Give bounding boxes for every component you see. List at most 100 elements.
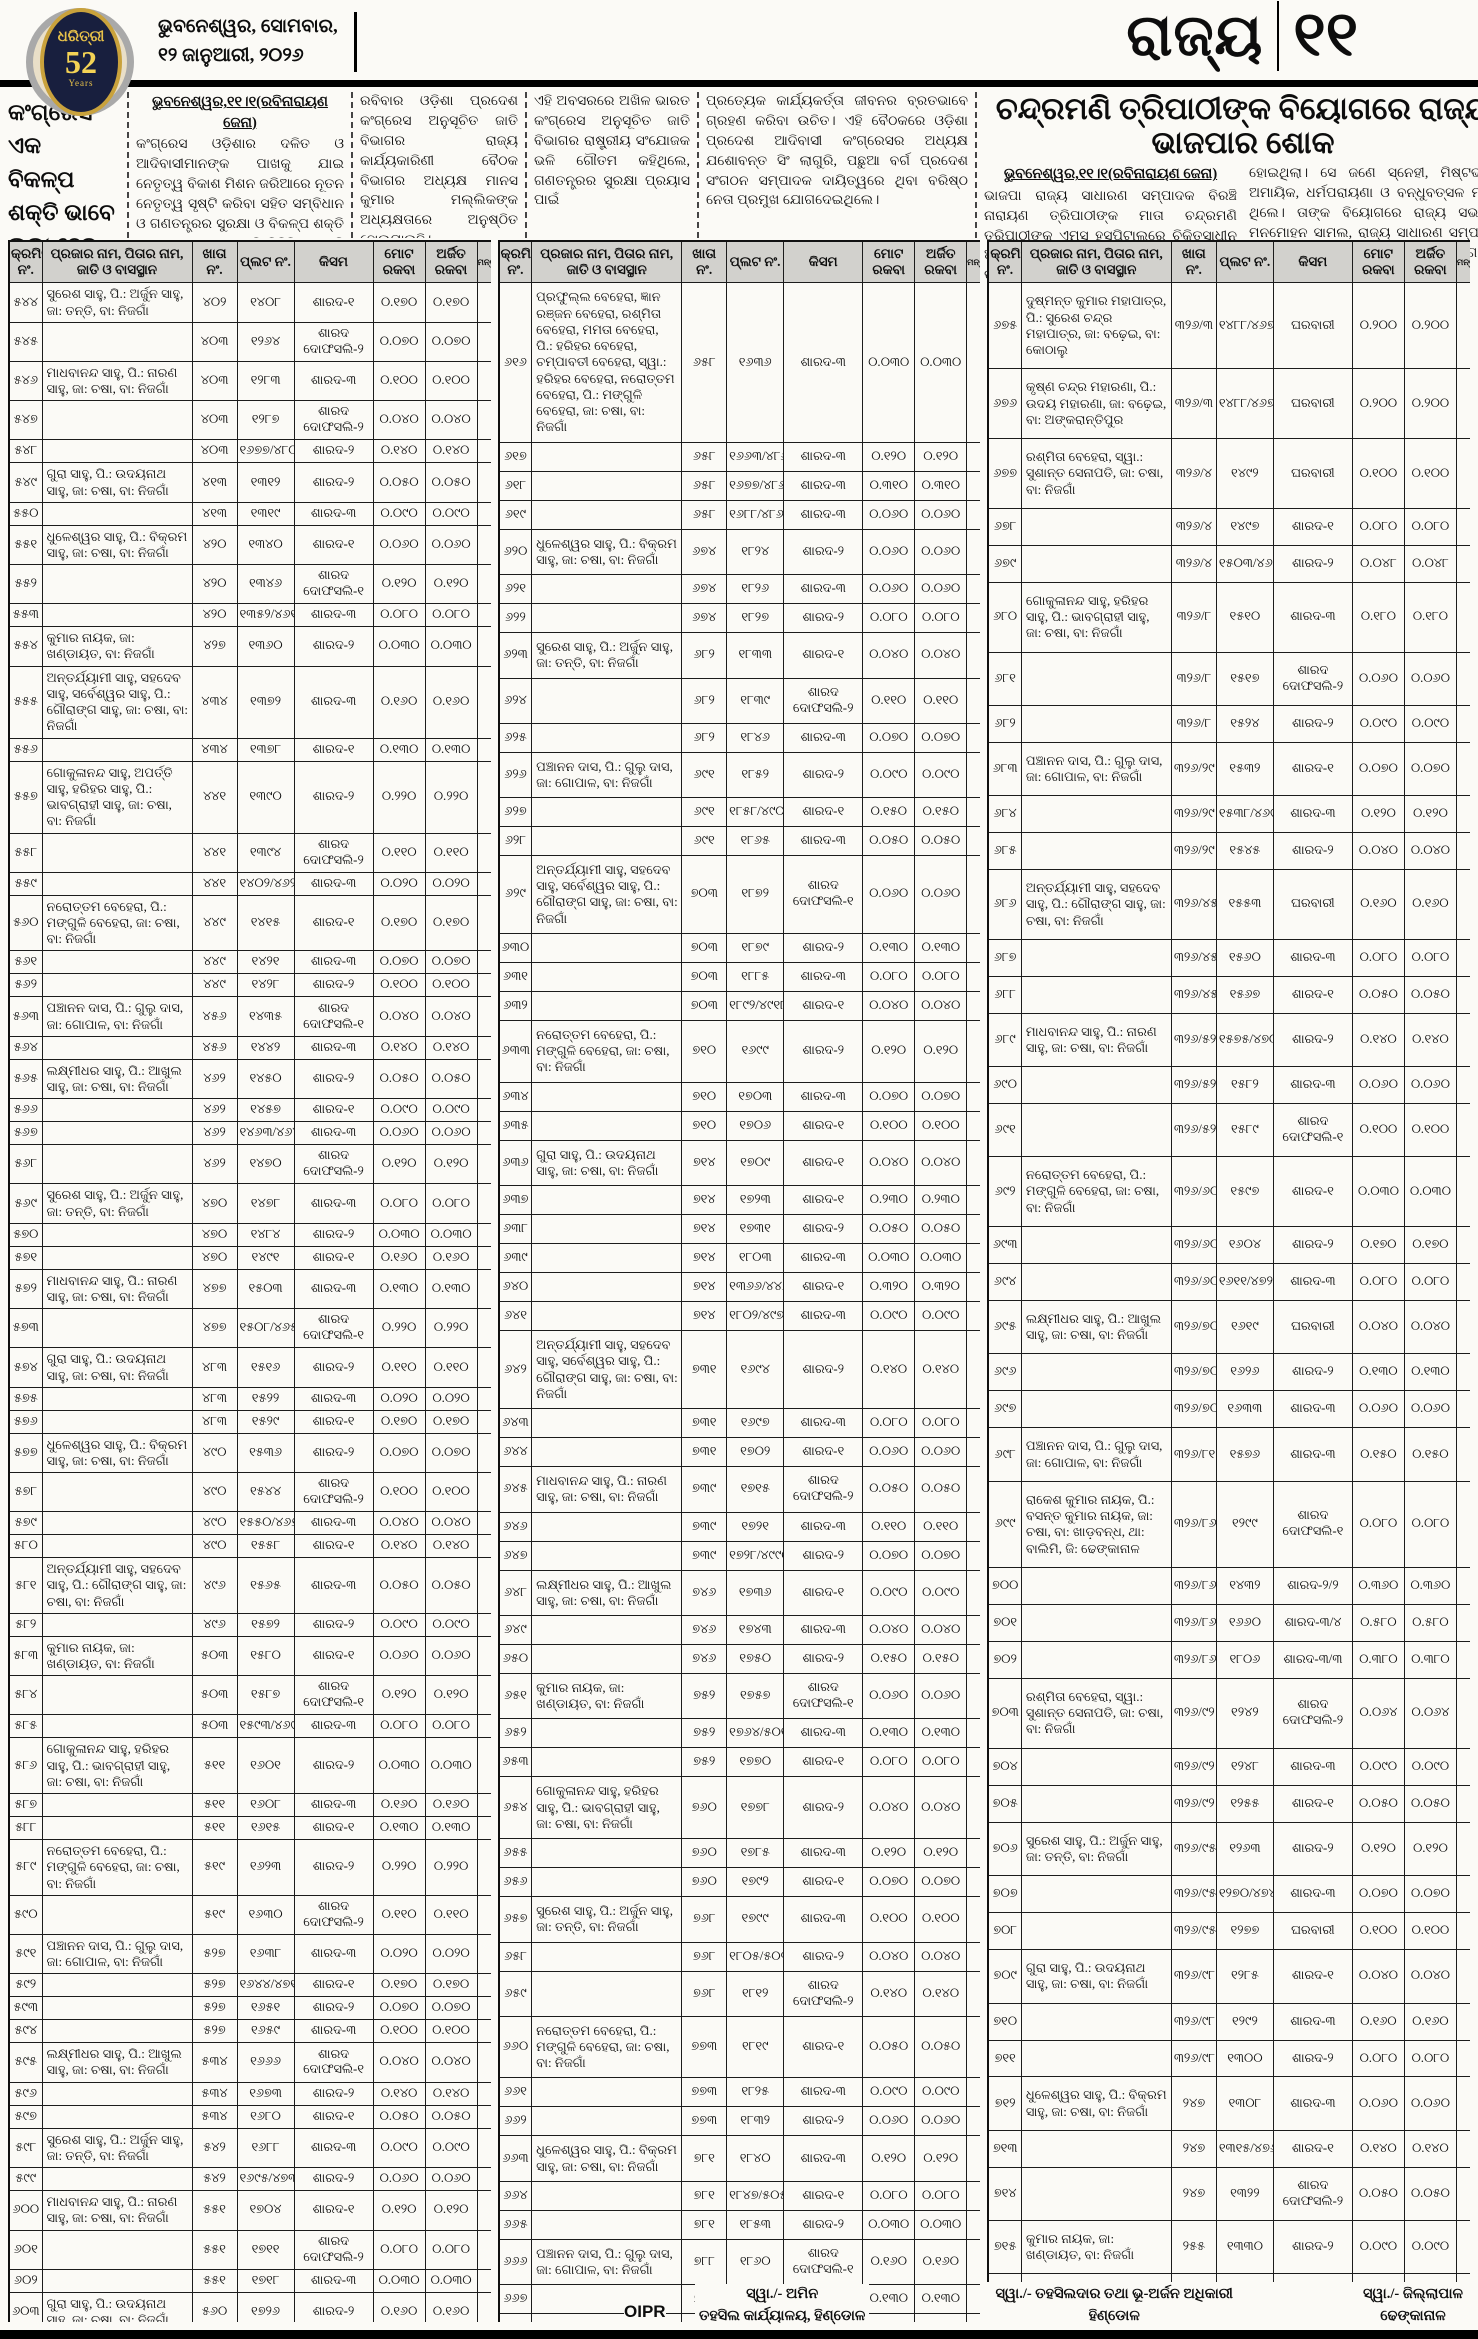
cell-acquired-area: ୦.୦୪୦	[1403, 1299, 1457, 1355]
column-rule	[525, 92, 527, 238]
cell-serial: ୬୯୪	[987, 1262, 1022, 1301]
cell-plot: ୧୫୯୩/୪୬୯୩	[236, 1714, 295, 1739]
cell-acquired-area: ୦.୦୩୦	[1403, 2273, 1457, 2282]
cell-serial: ୫୬୭	[8, 1121, 43, 1146]
table-row: ୬୦୧ ୫୫୧ ୧୭୧୧ ଶାରଦ ଦୋଫସଲି-୨ ୦.୦୮୦ ୦.୦୮୦	[8, 2229, 491, 2270]
cell-acquired-area: ୦.୦୭୦	[1403, 741, 1457, 797]
cell-khata: ୪୩୪	[191, 665, 238, 739]
cell-acquired-area: ୦.୦୨୦	[424, 1933, 478, 1975]
cell-kisam: ଶାରଦ-୩	[783, 1301, 864, 1332]
cell-acquired-area: ୦.୦୮୦	[914, 961, 968, 992]
cell-total-area: ୦.୦୩୦	[372, 1737, 426, 1795]
cell-total-area: ୦.୦୬୪	[1351, 1677, 1405, 1749]
cell-plot: ୧୫୮୯	[1215, 1103, 1274, 1158]
cell-acquired-area: ୦.୧୨୦	[914, 1838, 968, 1869]
cell-khata: ୫୩୪	[191, 2104, 238, 2129]
cell-kisam: ଶାରଦ-୩	[1272, 1875, 1353, 1914]
cell-plot: ୧୨୭୦/୪୭୪୪	[1215, 1875, 1274, 1914]
cell-acquired-area: ୦.୨୨୦	[424, 760, 478, 834]
cell-kisam: ଶାରଦ-୨	[293, 1996, 374, 2021]
headline-line: ବିକଳ୍ପ ଶକ୍ତି ଭାବେ	[8, 166, 115, 226]
cell-acquired-area: ୦.୦୫୦	[914, 1466, 968, 1513]
cell-total-area: ୦.୦୨୦	[372, 1933, 426, 1975]
cell-kisam: ଶାରଦ ଦୋଫସଲି-୨	[293, 321, 374, 362]
cell-khata: ୪୮୩	[191, 1409, 238, 1434]
table-row: ୬୮୦ ଗୋକୁଳାନନ୍ଦ ସାହୁ, ହରିହର ସାହୁ, ପି.: ଭାବ…	[987, 581, 1470, 653]
column-rule	[975, 92, 977, 238]
cell-total-area: ୦.୩୬୦	[1351, 1566, 1405, 1605]
cell-acquired-area: ୦.୦୭୦	[914, 722, 968, 753]
cell-kisam: ଶାରଦ-୩	[783, 441, 864, 472]
cell-remarks	[1455, 1427, 1470, 1482]
cell-khata: ୭୬୦	[681, 1838, 728, 1869]
cell-kisam: ଶାରଦ-୩	[783, 825, 864, 856]
table-row: ୫୫୭ ଗୋକୁଳାନନ୍ଦ ସାହୁ, ଅପର୍ତ୍ତି ସାହୁ, ହରିହର…	[8, 760, 491, 834]
table-row: ୫୭୨ ମାଧବାନନ୍ଦ ସାହୁ, ପି.: ନାରଣ ସାହୁ, ଜା: ଚ…	[8, 1268, 491, 1310]
cell-remarks	[476, 2042, 491, 2083]
cell-total-area: ୦.୧୩୦	[372, 1268, 426, 1310]
table-row: ୫୭୬ ୪୮୩ ୧୫୨୯ ଶାରଦ-୧ ୦.୧୭୦ ୦.୧୭୦	[8, 1409, 491, 1434]
cell-plot: ୧୪୩୫	[236, 996, 295, 1037]
cell-acquired-area: ୦.୧୨୦	[1403, 795, 1457, 834]
cell-khata: ୩୨୬/୮	[1170, 581, 1217, 653]
cell-serial: ୫୮୦	[8, 1534, 43, 1559]
cell-kisam: ଶାରଦ-୧	[293, 894, 374, 952]
cell-total-area: ୦.୦୮୦	[1351, 1480, 1405, 1568]
cell-plot: ୧୮୩୩	[726, 632, 785, 679]
cell-remarks	[966, 1019, 981, 1083]
column-rule	[697, 92, 699, 238]
cell-kisam: ଶାରଦ-୩	[783, 2077, 864, 2108]
cell-kisam: ଶାରଦ-୩	[293, 1035, 374, 1060]
cell-khata: ୪୦୩	[191, 360, 238, 402]
cell-serial: ୬୫୯	[498, 1970, 533, 2017]
cell-khata: ୬୯୧	[681, 751, 728, 798]
cell-khata: ୪୨୭	[191, 626, 238, 667]
cell-total-area: ୦.୦୮୦	[372, 1183, 426, 1224]
cell-plot: ୧୭୦୩	[726, 1081, 785, 1112]
cell-remarks	[476, 1816, 491, 1841]
cell-acquired-area: ୦.୧୨୦	[424, 564, 478, 605]
cell-total-area: ୦.୦୫୦	[372, 462, 426, 503]
cell-remarks	[966, 2015, 981, 2079]
table-row: ୭୦୨ ୩୨୬/୮୬ ୧୮୦୬ ଶାରଦ-୩/୩ ୦.୩୮୦ ୦.୩୮୦	[987, 1640, 1470, 1679]
cell-khata: ୭୩୧	[681, 1330, 728, 1410]
cell-serial: ୫୬୪	[8, 1035, 43, 1060]
cell-plot: ୧୪୮୪	[236, 1222, 295, 1247]
cell-plot: ୧୫୫୮	[236, 1534, 295, 1559]
cell-total-area: ୦.୦୪୮	[1351, 544, 1405, 583]
cell-plot: ୧୩୦୦	[1215, 2039, 1274, 2078]
cell-kisam: ଶାରଦ-୧	[293, 737, 374, 762]
table-row: ୫୮୩ କୁମାର ନାୟକ, ଜା: ଖଣ୍ଡାୟତ, ବା: ନିଜଗାଁ ୫୦…	[8, 1635, 491, 1677]
table-row: ୫୭୪ ଗୁରା ସାହୁ, ପି.: ଉଦୟନାଥ ସାହୁ, ଜା: ଚଷା,…	[8, 1347, 491, 1388]
cell-plot: ୧୬୬୬	[236, 2042, 295, 2083]
cell-name: ପଞ୍ଚାନନ ଦାସ, ପି.: ଗୁଲୁ ଦାସ, ଜା: ଗୋପାଳ, ବ…	[531, 2238, 683, 2286]
cell-plot: ୧୫୬୫	[236, 1557, 295, 1614]
cell-plot: ୧୪୦୨/୪୬୨୨	[236, 871, 295, 896]
cell-khata: ୪୯୦	[191, 1534, 238, 1559]
cell-khata: ୭୮୧	[681, 2135, 728, 2182]
cell-total-area: ୦.୦୪୦	[1351, 832, 1405, 871]
cell-kisam: ଶାରଦ-୧	[783, 1437, 864, 1468]
cell-kisam: ଶାରଦ ଦୋଫସଲି-୨	[293, 2229, 374, 2270]
cell-khata: ୭୦୩	[681, 961, 728, 992]
cell-kisam: ଶାରଦ ଦୋଫସଲି-୧	[293, 996, 374, 1037]
cell-remarks	[966, 825, 981, 856]
cell-plot: ୧୨୪୮	[1215, 1747, 1274, 1786]
cell-plot: ୧୫୩୨	[1215, 741, 1274, 797]
table-row: ୬୭୭ ରଶ୍ମିତା ବେହେରା, ସ୍ୱା.: ସୁଶାନ୍ତ ସେନାପତ…	[987, 438, 1470, 509]
cell-remarks	[966, 1896, 981, 1943]
cell-serial: ୬୯୭	[987, 1390, 1022, 1429]
cell-acquired-area: ୦.୧୪୦	[424, 1534, 478, 1559]
cell-total-area: ୦.୦୫୦	[862, 1214, 916, 1245]
cell-total-area: ୦.୧୬୦	[372, 1245, 426, 1270]
cell-remarks	[966, 961, 981, 992]
cell-plot: ୧୮୫୨	[726, 751, 785, 798]
cell-name	[41, 1895, 193, 1935]
cell-acquired-area: ୦.୦୬୦	[1403, 2076, 1457, 2131]
cell-plot: ୧୫୧୦	[1215, 581, 1274, 653]
cell-serial: ୫୭୩	[8, 1308, 43, 1349]
cell-name	[41, 1472, 193, 1513]
table-row: ୭୧୦ ୩୨୬/୯୮ ୧୨୯୨ ଶାରଦ-୩ ୦.୧୬୦ ୦.୧୬୦	[987, 2002, 1470, 2041]
table-row: ୬୩୦ ୭୦୩ ୧୮୭୯ ଶାରଦ-୨ ୦.୧୩୦ ୦.୧୩୦	[498, 932, 981, 963]
